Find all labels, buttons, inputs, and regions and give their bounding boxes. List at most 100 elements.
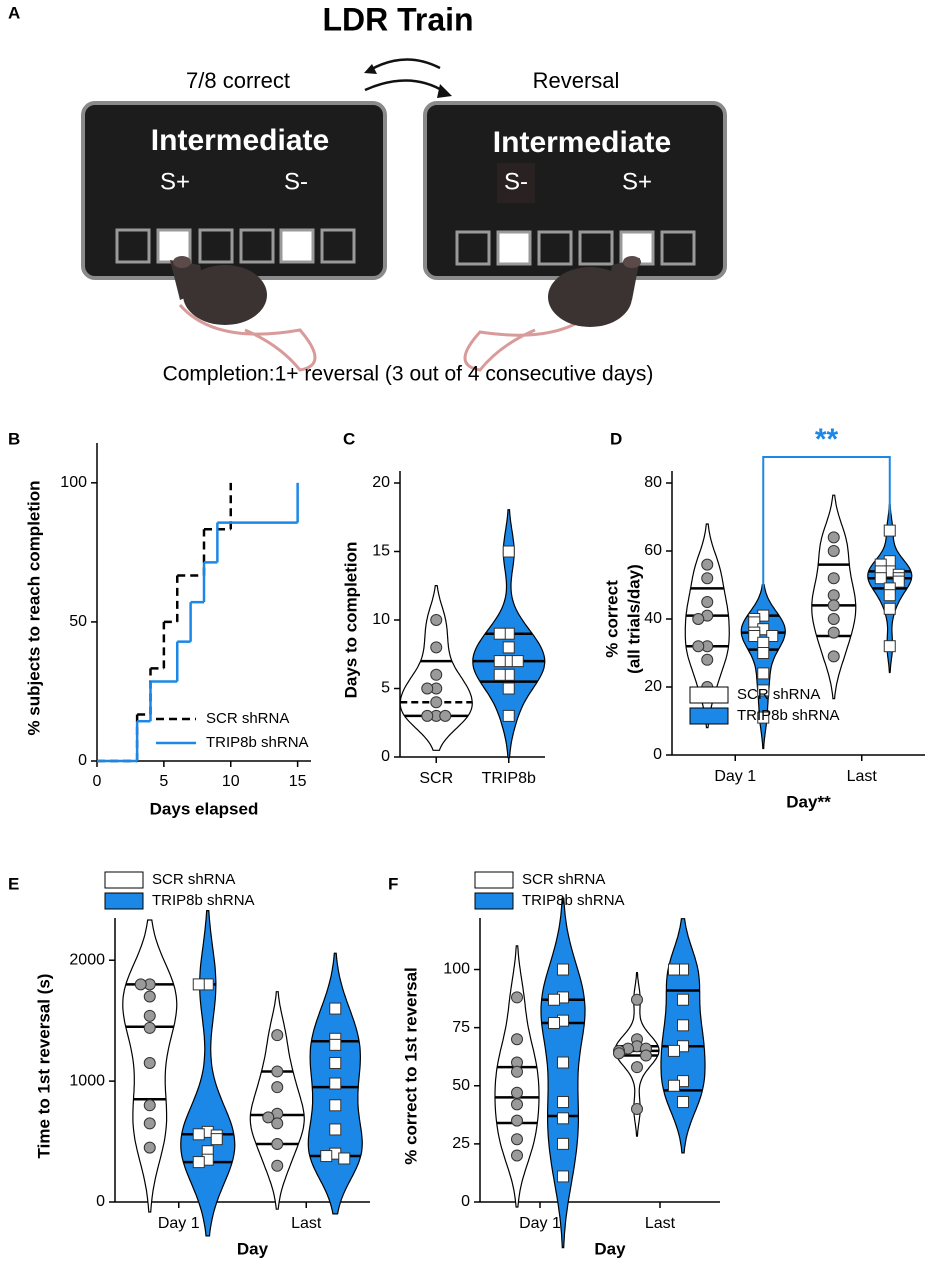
data-point: [827, 599, 840, 612]
footer: Completion:1+ reversal (3 out of 4 conse…: [163, 363, 654, 386]
data-point: [511, 1149, 523, 1162]
data-point: [493, 668, 506, 681]
data-point: [271, 1081, 284, 1094]
data-point: [692, 640, 705, 653]
y-tick-label: 80: [644, 474, 662, 491]
data-point: [271, 1137, 284, 1150]
data-point: [421, 709, 434, 722]
legend-label: SCR shRNA: [737, 686, 820, 703]
x-axis-label: Day: [594, 1239, 626, 1258]
data-point: [502, 682, 515, 695]
data-point: [701, 572, 714, 585]
y-tick-label: 15: [372, 543, 390, 560]
legend-swatch: [689, 707, 729, 725]
data-point: [883, 524, 896, 537]
data-point: [757, 711, 770, 724]
x-tick-label: SCR: [419, 770, 453, 787]
y-tick-label: 50: [452, 1077, 470, 1094]
data-point: [511, 991, 523, 1004]
data-point: [557, 1056, 569, 1069]
data-point: [430, 641, 443, 654]
legend-label: SCR shRNA: [522, 871, 605, 888]
legend-swatch: [474, 871, 514, 889]
data-point: [827, 626, 840, 639]
x-axis-label: Days elapsed: [150, 799, 259, 818]
violin: [684, 523, 730, 729]
panel-4: F 0 25 50 75 100 % correct to 1st reversal Day D…: [388, 871, 720, 1258]
data-point: [511, 1133, 523, 1146]
data-point: [631, 993, 643, 1006]
legend-swatch: [474, 892, 514, 910]
data-point: [262, 1111, 275, 1124]
data-point: [143, 1021, 156, 1034]
violin: [399, 585, 473, 751]
legend-label: TRIP8b shRNA: [152, 892, 255, 909]
data-point: [701, 558, 714, 571]
legend-swatch: [689, 686, 729, 704]
data-point: [143, 1099, 156, 1112]
data-point: [827, 650, 840, 663]
x-tick-label: 15: [289, 773, 307, 790]
y-tick-label: 20: [644, 678, 662, 695]
data-point: [329, 1038, 342, 1051]
data-point: [548, 1016, 560, 1029]
x-tick-label: Last: [291, 1215, 322, 1232]
data-point: [827, 545, 840, 557]
data-point: [892, 575, 905, 588]
arrow: [364, 79, 446, 94]
data-point: [668, 1079, 680, 1092]
data-point: [668, 1044, 680, 1057]
y-tick-label: 0: [96, 1193, 105, 1210]
y-axis-label: Days to completion: [341, 542, 360, 699]
y-tick-label: 0: [653, 746, 662, 763]
data-point: [430, 668, 443, 681]
violin: [180, 910, 236, 1237]
data-point: [548, 993, 560, 1006]
data-point: [271, 1117, 284, 1130]
data-point: [757, 667, 770, 680]
x-tick-label: TRIP8b: [482, 770, 536, 787]
significance-label: **: [815, 423, 839, 456]
data-point: [557, 1112, 569, 1125]
response-windows: [115, 228, 696, 266]
stimulus: S-: [284, 168, 308, 195]
x-axis-label: Day: [237, 1239, 269, 1258]
data-point: [827, 589, 840, 602]
y-tick-label: 0: [461, 1193, 470, 1210]
legend-label: TRIP8b shRNA: [206, 734, 309, 751]
violin: [660, 918, 706, 1154]
y-tick-label: 2000: [69, 951, 105, 968]
y-tick-label: 100: [443, 961, 470, 978]
data-point: [192, 1156, 205, 1169]
panel-label: C: [343, 429, 355, 448]
data-point: [271, 1159, 284, 1172]
data-point: [757, 647, 770, 659]
data-point: [329, 1002, 342, 1015]
y-tick-label: 0: [78, 752, 87, 769]
data-point: [757, 684, 770, 697]
data-point: [329, 1077, 342, 1090]
y-tick-label: 1000: [69, 1072, 105, 1089]
data-point: [320, 1150, 333, 1163]
panel-a: A LDR Train 7/8 correct Reversal Interme…: [8, 1, 727, 386]
data-point: [329, 1123, 342, 1136]
panel-label: E: [8, 874, 19, 893]
panel-label: D: [610, 429, 622, 448]
arrow: [369, 58, 441, 72]
data-point: [271, 1065, 284, 1078]
x-tick-label: Day 1: [519, 1215, 561, 1232]
data-point: [677, 1096, 689, 1109]
data-point: [701, 596, 714, 608]
data-point: [493, 655, 506, 668]
stimulus-box: [497, 163, 535, 203]
x-axis-label: Day**: [786, 792, 831, 811]
data-point: [668, 963, 680, 976]
data-point: [192, 978, 205, 991]
y-axis-label: Time to 1st reversal (s): [34, 974, 53, 1159]
panel-label: A: [8, 3, 20, 22]
panel-label: B: [8, 429, 20, 448]
y-tick-label: 10: [372, 611, 390, 628]
data-point: [502, 709, 515, 722]
y-tick-label: 100: [60, 474, 87, 491]
data-point: [271, 1029, 284, 1042]
